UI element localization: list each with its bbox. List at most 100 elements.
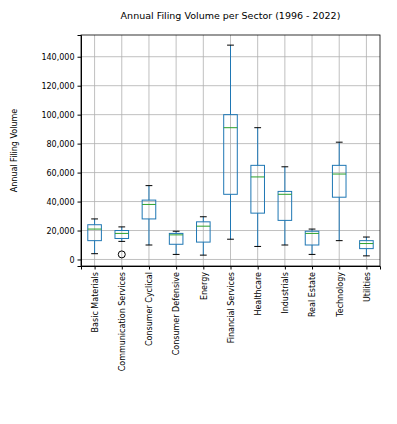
box-group <box>224 45 238 239</box>
grid-line <box>94 35 95 266</box>
y-axis-title: Annual Filing Volume <box>10 109 19 193</box>
tick-label: Financial Services <box>227 272 236 343</box>
whisker-low <box>284 220 285 245</box>
cap-high <box>173 231 180 232</box>
whisker-high <box>339 142 340 165</box>
whisker-high <box>148 186 149 200</box>
tick-label: Healthcare <box>254 272 263 316</box>
box-group <box>360 237 374 256</box>
tick-mark <box>78 144 82 145</box>
median <box>142 204 156 205</box>
tick: Industrials <box>281 266 290 314</box>
box <box>115 231 129 239</box>
whisker-low <box>312 245 313 254</box>
tick-mark <box>176 266 177 270</box>
box-group <box>88 219 102 254</box>
tick-mark <box>285 266 286 270</box>
whisker-high <box>94 219 95 225</box>
tick-label: Technology <box>336 272 345 318</box>
tick-mark <box>231 266 232 270</box>
tick-mark <box>78 173 82 174</box>
cap-low <box>309 254 316 255</box>
box-group <box>115 227 129 258</box>
tick-mark <box>78 202 82 203</box>
median <box>305 233 319 234</box>
tick: Utilities <box>363 266 372 302</box>
box-group <box>332 142 346 240</box>
tick-label: Communication Services <box>118 272 127 371</box>
tick-mark <box>122 266 123 270</box>
whisker-high <box>121 227 122 231</box>
box-group <box>305 229 319 254</box>
box <box>251 165 265 213</box>
box <box>224 115 238 195</box>
whisker-low <box>366 249 367 256</box>
tick-mark <box>78 115 82 116</box>
grid-line <box>366 35 367 266</box>
cap-high <box>309 229 316 230</box>
tick: 100,000 <box>41 111 81 120</box>
median <box>332 174 346 175</box>
cap-low <box>200 255 207 256</box>
tick-label: Industrials <box>281 272 290 314</box>
box <box>169 233 183 244</box>
title: Annual Filing Volume per Sector (1996 - … <box>121 10 341 21</box>
tick: 140,000 <box>41 53 81 62</box>
tick-mark <box>95 266 96 270</box>
tick-label: 120,000 <box>41 82 74 91</box>
cap-high <box>363 237 370 238</box>
cap-high <box>200 216 207 217</box>
whisker-high <box>257 128 258 166</box>
whisker-low <box>148 219 149 245</box>
whisker-low <box>339 197 340 240</box>
plot-area: 020,00040,00060,00080,000100,000120,0001… <box>41 35 380 371</box>
tick: Consumer Defensive <box>172 266 181 355</box>
tick-mark <box>339 266 340 270</box>
grid-line <box>203 35 204 266</box>
whisker-low <box>94 241 95 254</box>
tick-label: Real Estate <box>308 272 317 317</box>
tick-label: Consumer Cyclical <box>145 272 154 346</box>
boxes <box>88 45 373 258</box>
whisker-low <box>203 242 204 255</box>
cap-low <box>173 254 180 255</box>
tick: Real Estate <box>308 266 317 317</box>
grid-line <box>230 35 231 266</box>
cap-high <box>91 218 98 219</box>
tick: 20,000 <box>47 227 82 236</box>
cap-low <box>227 239 234 240</box>
median <box>360 243 374 244</box>
whisker-high <box>203 217 204 222</box>
tick: 120,000 <box>41 82 81 91</box>
tick: Technology <box>336 266 345 318</box>
box <box>360 241 374 249</box>
cap-low <box>146 245 153 246</box>
box-group <box>169 231 183 254</box>
box-group <box>278 167 292 245</box>
tick: Financial Services <box>227 266 236 343</box>
box <box>88 225 102 241</box>
tick-mark <box>312 266 313 270</box>
box-group <box>142 186 156 245</box>
box <box>305 231 319 245</box>
tick-label: 60,000 <box>47 169 75 178</box>
tick-label: Energy <box>200 272 209 300</box>
box <box>332 165 346 197</box>
median <box>197 226 211 227</box>
tick: Basic Materials <box>91 266 100 332</box>
median <box>251 176 265 177</box>
whisker-low <box>230 194 231 239</box>
tick-label: 40,000 <box>47 198 75 207</box>
outlier <box>118 251 125 258</box>
median <box>169 234 183 235</box>
y-axis: 020,00040,00060,00080,000100,000120,0001… <box>41 36 81 267</box>
tick: Communication Services <box>118 266 127 371</box>
cap-high <box>146 185 153 186</box>
tick: 40,000 <box>47 198 82 207</box>
chart: 020,00040,00060,00080,000100,000120,0001… <box>0 0 397 424</box>
tick-label: Consumer Defensive <box>172 272 181 355</box>
frame <box>81 35 380 266</box>
tick-label: 20,000 <box>47 227 75 236</box>
cap-high <box>227 45 234 46</box>
whisker-high <box>230 45 231 115</box>
